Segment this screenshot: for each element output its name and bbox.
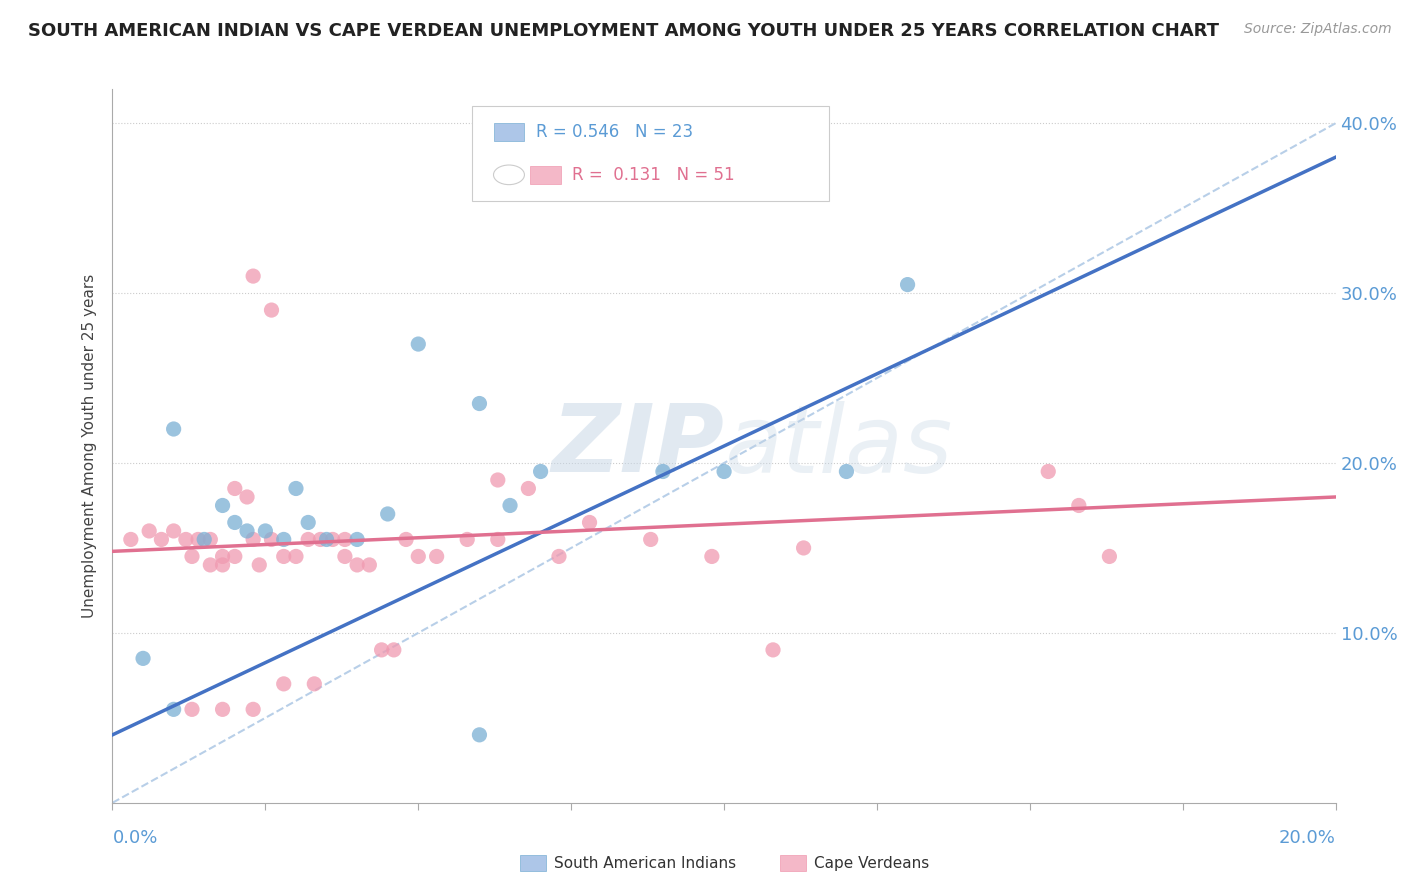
Point xyxy=(1038,465,1060,479)
Point xyxy=(346,533,368,547)
Point xyxy=(1098,549,1121,564)
Point xyxy=(211,549,233,564)
Text: Source: ZipAtlas.com: Source: ZipAtlas.com xyxy=(1244,22,1392,37)
Point xyxy=(395,533,418,547)
Text: R = 0.546   N = 23: R = 0.546 N = 23 xyxy=(536,123,693,141)
Point xyxy=(408,549,430,564)
Point xyxy=(211,558,233,572)
Point xyxy=(297,533,319,547)
Point xyxy=(273,533,295,547)
Point xyxy=(304,677,326,691)
Point xyxy=(150,533,173,547)
Point xyxy=(315,533,337,547)
Point xyxy=(652,465,675,479)
Point xyxy=(224,482,246,496)
Point xyxy=(486,533,509,547)
Point xyxy=(426,549,449,564)
Point xyxy=(456,533,478,547)
Point xyxy=(793,541,815,555)
Point xyxy=(377,507,399,521)
Point xyxy=(273,549,295,564)
Text: atlas: atlas xyxy=(724,401,952,491)
Point xyxy=(370,643,392,657)
Point xyxy=(297,516,319,530)
Text: 0.0%: 0.0% xyxy=(112,829,157,847)
Text: Cape Verdeans: Cape Verdeans xyxy=(814,856,929,871)
Point xyxy=(640,533,662,547)
Point xyxy=(224,516,246,530)
Point xyxy=(468,396,491,410)
Point xyxy=(284,482,308,496)
Point xyxy=(548,549,571,564)
Point xyxy=(333,533,356,547)
Point xyxy=(382,643,405,657)
Point xyxy=(713,465,735,479)
Point xyxy=(260,303,283,318)
Point xyxy=(260,533,283,547)
Point xyxy=(254,524,277,538)
Point xyxy=(211,702,233,716)
Point xyxy=(236,490,259,504)
Point xyxy=(835,465,858,479)
Text: ZIP: ZIP xyxy=(551,400,724,492)
Point xyxy=(138,524,160,538)
Point xyxy=(163,422,186,436)
Point xyxy=(273,677,295,691)
Point xyxy=(333,549,356,564)
Point xyxy=(242,533,264,547)
Point xyxy=(897,277,920,292)
Point xyxy=(236,524,259,538)
Point xyxy=(1067,499,1090,513)
Point xyxy=(174,533,197,547)
Point xyxy=(346,558,368,572)
Point xyxy=(242,269,264,284)
Point xyxy=(163,702,186,716)
Text: South American Indians: South American Indians xyxy=(554,856,737,871)
Point xyxy=(530,465,553,479)
Point xyxy=(132,651,155,665)
Point xyxy=(762,643,785,657)
Point xyxy=(181,702,204,716)
Point xyxy=(322,533,344,547)
Point xyxy=(242,702,264,716)
Point xyxy=(163,524,186,538)
Point xyxy=(247,558,270,572)
Text: 20.0%: 20.0% xyxy=(1279,829,1336,847)
Point xyxy=(200,533,222,547)
Point xyxy=(187,533,209,547)
Point xyxy=(578,516,600,530)
Point xyxy=(359,558,381,572)
Point xyxy=(486,473,509,487)
Point xyxy=(517,482,540,496)
Y-axis label: Unemployment Among Youth under 25 years: Unemployment Among Youth under 25 years xyxy=(82,274,97,618)
Point xyxy=(224,549,246,564)
Point xyxy=(120,533,142,547)
Text: SOUTH AMERICAN INDIAN VS CAPE VERDEAN UNEMPLOYMENT AMONG YOUTH UNDER 25 YEARS CO: SOUTH AMERICAN INDIAN VS CAPE VERDEAN UN… xyxy=(28,22,1219,40)
Point xyxy=(468,728,491,742)
Point xyxy=(193,533,215,547)
Point xyxy=(181,549,204,564)
Point xyxy=(408,337,430,351)
Text: R =  0.131   N = 51: R = 0.131 N = 51 xyxy=(572,166,735,184)
Point xyxy=(309,533,332,547)
Point xyxy=(284,549,308,564)
Point xyxy=(499,499,522,513)
Point xyxy=(211,499,233,513)
Point xyxy=(700,549,723,564)
Point xyxy=(200,558,222,572)
